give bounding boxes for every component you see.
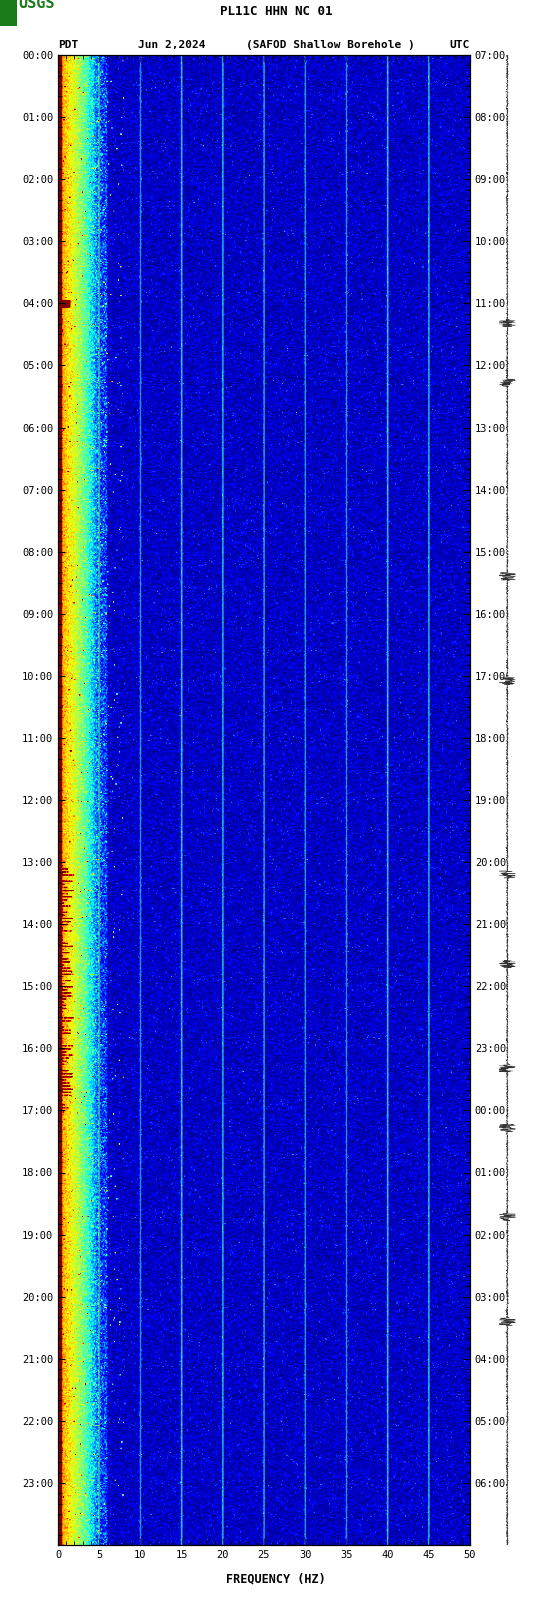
Text: Jun 2,2024      (SAFOD Shallow Borehole ): Jun 2,2024 (SAFOD Shallow Borehole ): [137, 40, 415, 50]
Text: PL11C HHN NC 01: PL11C HHN NC 01: [220, 5, 332, 18]
Polygon shape: [0, 0, 17, 26]
Text: USGS: USGS: [19, 0, 55, 11]
Text: FREQUENCY (HZ): FREQUENCY (HZ): [226, 1573, 326, 1586]
Text: UTC: UTC: [450, 40, 470, 50]
Text: PDT: PDT: [58, 40, 78, 50]
